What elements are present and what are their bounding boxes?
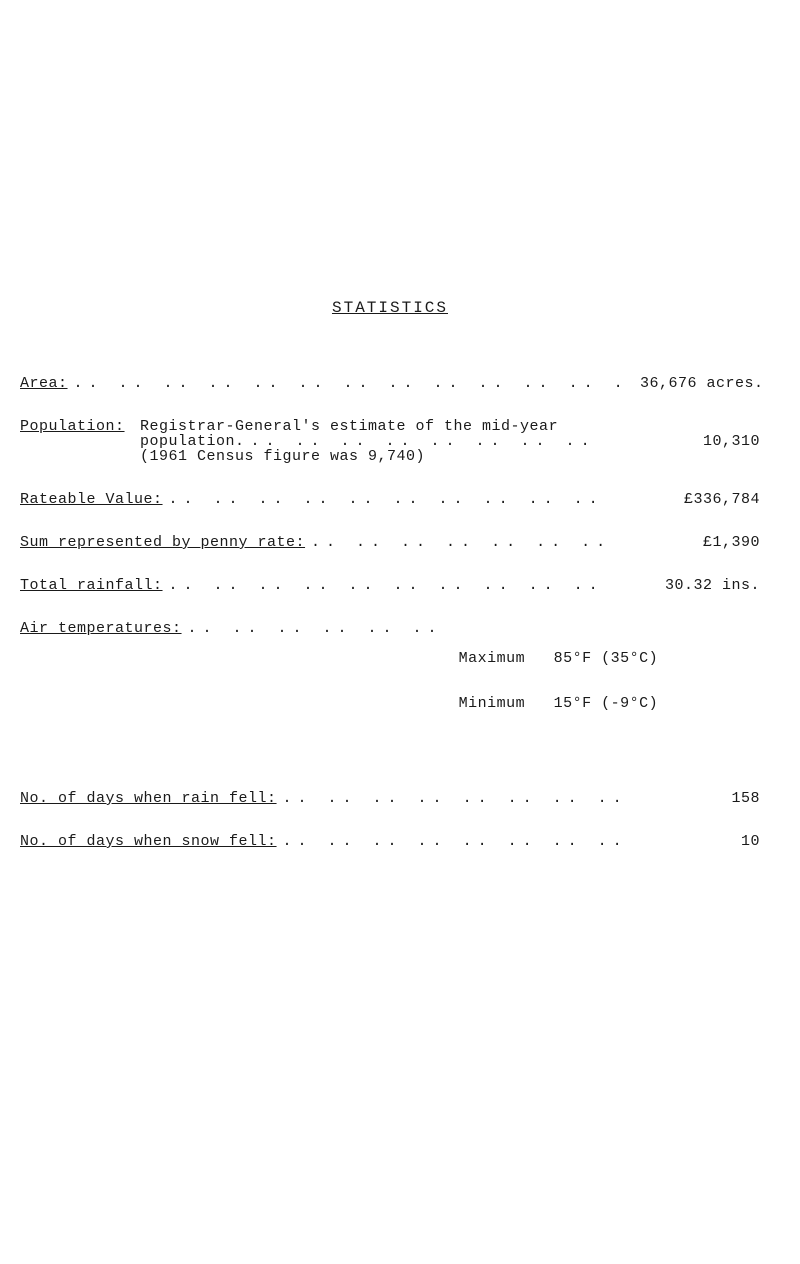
value-rateable: £336,784	[620, 492, 760, 507]
row-rainfall: Total rainfall: .. .. .. .. .. .. .. .. …	[20, 578, 760, 593]
page-title: STATISTICS	[20, 300, 760, 316]
value-area: 36,676 acres.	[620, 376, 760, 391]
row-population: Population: Registrar-General's estimate…	[20, 419, 760, 464]
label-rainfall: Total rainfall:	[20, 578, 163, 593]
label-population: Population:	[20, 419, 140, 434]
label-days-snow: No. of days when snow fell:	[20, 834, 277, 849]
leaders-sum-repr: .. .. .. .. .. .. ..	[305, 535, 620, 550]
label-rateable: Rateable Value:	[20, 492, 163, 507]
row-air-temp: Air temperatures: .. .. .. .. .. .. Maxi…	[20, 621, 760, 741]
page: STATISTICS Area: .. .. .. .. .. .. .. ..…	[0, 0, 800, 917]
row-days-snow: No. of days when snow fell: .. .. .. .. …	[20, 834, 760, 849]
row-rateable: Rateable Value: .. .. .. .. .. .. .. .. …	[20, 492, 760, 507]
air-temp-values: Maximum 85°F (35°C) Minimum 15°F (-9°C)	[449, 621, 659, 741]
leaders-rainfall: .. .. .. .. .. .. .. .. .. ..	[163, 578, 620, 593]
population-line2-leaders: .. .. .. .. .. .. .. ..	[245, 434, 620, 449]
leaders-area: .. .. .. .. .. .. .. .. .. .. .. .. ..	[68, 376, 620, 391]
value-sum-repr: £1,390	[620, 535, 760, 550]
row-sum-repr: Sum represented by penny rate: .. .. .. …	[20, 535, 760, 550]
value-days-snow: 10	[620, 834, 760, 849]
population-body: Registrar-General's estimate of the mid-…	[140, 419, 760, 464]
leaders-rateable: .. .. .. .. .. .. .. .. .. ..	[163, 492, 620, 507]
value-population: 10,310	[620, 434, 760, 449]
row-area: Area: .. .. .. .. .. .. .. .. .. .. .. .…	[20, 376, 760, 391]
population-line1: Registrar-General's estimate of the mid-…	[140, 419, 760, 434]
air-temp-min: Minimum 15°F (-9°C)	[459, 696, 659, 711]
label-sum-repr: Sum represented by penny rate:	[20, 535, 305, 550]
population-line3: (1961 Census figure was 9,740)	[140, 449, 760, 464]
value-rainfall: 30.32 ins.	[620, 578, 760, 593]
air-temp-max: Maximum 85°F (35°C)	[459, 651, 659, 666]
row-days-rain: No. of days when rain fell: .. .. .. .. …	[20, 791, 760, 806]
leaders-air-temp: .. .. .. .. .. ..	[182, 621, 449, 636]
label-area: Area:	[20, 376, 68, 391]
label-air-temp: Air temperatures:	[20, 621, 182, 636]
population-line2-pre: population.	[140, 434, 245, 449]
value-days-rain: 158	[620, 791, 760, 806]
leaders-days-rain: .. .. .. .. .. .. .. ..	[277, 791, 620, 806]
label-days-rain: No. of days when rain fell:	[20, 791, 277, 806]
leaders-days-snow: .. .. .. .. .. .. .. ..	[277, 834, 620, 849]
